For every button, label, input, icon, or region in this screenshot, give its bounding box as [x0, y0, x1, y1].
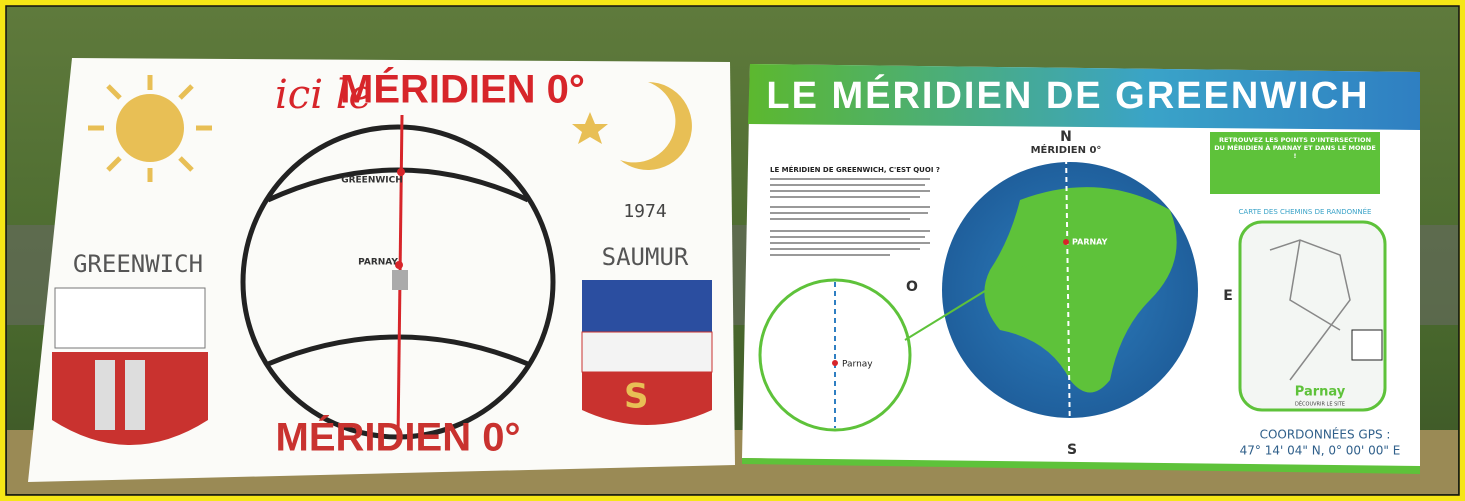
- brand-link: DÉCOUVRIR LE SITE: [1295, 400, 1345, 408]
- point: [832, 360, 838, 366]
- info-box-title-wrap: RETROUVEZ LES POINTS D'INTERSECTION DU M…: [1214, 136, 1376, 166]
- cannon: [95, 360, 115, 430]
- coat-of-arms: [582, 332, 712, 372]
- map-label: Parnay: [842, 360, 873, 370]
- sun-disc: [116, 94, 184, 162]
- info-box-title: RETROUVEZ LES POINTS D'INTERSECTION DU M…: [1214, 136, 1376, 160]
- right-sign: LE MÉRIDIEN DE GREENWICH LE MÉRIDIEN DE …: [742, 64, 1420, 474]
- point: [1063, 239, 1069, 245]
- marker: [392, 270, 408, 290]
- coat-of-arms: [582, 280, 712, 332]
- map-label: PARNAY: [1072, 238, 1108, 247]
- globe-label: GREENWICH: [341, 176, 403, 186]
- cannon: [125, 360, 145, 430]
- photo: ici le MÉRIDIEN 0° GREENWICH PARNAY 1974…: [0, 0, 1465, 501]
- globe-label: PARNAY: [358, 258, 398, 268]
- left-sign: ici le MÉRIDIEN 0° GREENWICH PARNAY 1974…: [28, 58, 735, 482]
- year: 1974: [623, 201, 666, 222]
- heading: MÉRIDIEN 0°: [340, 67, 585, 112]
- qr-code: [1352, 330, 1382, 360]
- gps-label: COORDONNÉES GPS :: [1260, 427, 1391, 442]
- question: LE MÉRIDIEN DE GREENWICH, C'EST QUOI ?: [770, 165, 940, 174]
- town-name: GREENWICH: [73, 250, 203, 278]
- meridian-label: MÉRIDIEN 0°: [1031, 143, 1102, 156]
- compass: S: [1067, 442, 1077, 458]
- trail-map-title: CARTE DES CHEMINS DE RANDONNÉE: [1239, 207, 1372, 216]
- emblem: S: [624, 377, 649, 417]
- compass: O: [906, 279, 918, 295]
- coat-of-arms: [55, 288, 205, 348]
- title: LE MÉRIDIEN DE GREENWICH: [766, 73, 1369, 117]
- compass: N: [1060, 129, 1072, 145]
- compass: E: [1223, 288, 1233, 304]
- gps-value: 47° 14' 04" N, 0° 00' 00" E: [1240, 444, 1401, 458]
- brand: Parnay: [1295, 385, 1346, 400]
- trail-map: [1240, 222, 1385, 410]
- footer-heading: MÉRIDIEN 0°: [276, 415, 521, 460]
- town-name: SAUMUR: [602, 243, 689, 271]
